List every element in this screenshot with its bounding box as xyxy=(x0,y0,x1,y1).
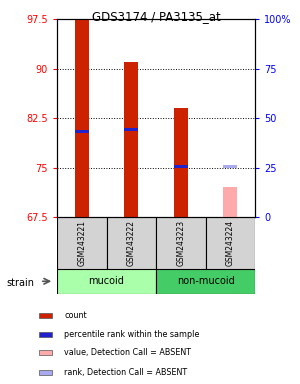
Text: non-mucoid: non-mucoid xyxy=(177,276,234,286)
Bar xyxy=(106,217,156,269)
Text: strain: strain xyxy=(6,278,34,288)
Bar xyxy=(174,165,188,168)
Text: rank, Detection Call = ABSENT: rank, Detection Call = ABSENT xyxy=(64,368,188,377)
Bar xyxy=(57,217,106,269)
Bar xyxy=(57,269,156,294)
Text: count: count xyxy=(64,311,87,320)
Bar xyxy=(223,165,237,168)
Text: GSM243223: GSM243223 xyxy=(176,220,185,266)
Text: GSM243222: GSM243222 xyxy=(127,220,136,266)
Bar xyxy=(39,370,52,375)
Bar xyxy=(75,130,89,133)
Bar xyxy=(39,350,52,355)
Bar xyxy=(156,269,255,294)
Bar xyxy=(75,20,89,217)
Text: mucoid: mucoid xyxy=(88,276,124,286)
Text: GSM243221: GSM243221 xyxy=(77,220,86,266)
Bar xyxy=(39,332,52,337)
Text: percentile rank within the sample: percentile rank within the sample xyxy=(64,330,200,339)
Text: GSM243224: GSM243224 xyxy=(226,220,235,266)
Bar xyxy=(174,108,188,217)
Bar xyxy=(124,62,138,217)
Bar xyxy=(124,128,138,131)
Bar xyxy=(206,217,255,269)
Text: value, Detection Call = ABSENT: value, Detection Call = ABSENT xyxy=(64,348,191,357)
Bar xyxy=(156,217,206,269)
Bar xyxy=(39,313,52,318)
Text: GDS3174 / PA3135_at: GDS3174 / PA3135_at xyxy=(92,10,220,23)
Bar xyxy=(223,187,237,217)
